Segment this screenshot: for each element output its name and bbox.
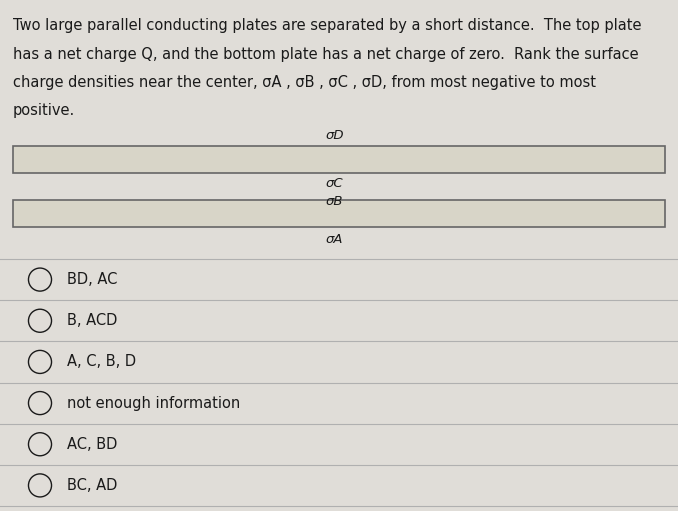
Text: charge densities near the center, σA , σB , σC , σD, from most negative to most: charge densities near the center, σA , σ… xyxy=(13,75,596,90)
Bar xyxy=(13,146,665,173)
Text: σC: σC xyxy=(325,177,343,190)
Text: positive.: positive. xyxy=(13,104,75,119)
Text: σA: σA xyxy=(325,233,343,246)
Text: σD: σD xyxy=(325,129,344,142)
Text: AC, BD: AC, BD xyxy=(66,437,117,452)
Text: BD, AC: BD, AC xyxy=(66,272,117,287)
Bar xyxy=(13,200,665,227)
Text: B, ACD: B, ACD xyxy=(66,313,117,328)
Text: not enough information: not enough information xyxy=(66,396,240,410)
Text: A, C, B, D: A, C, B, D xyxy=(66,355,136,369)
Text: BC, AD: BC, AD xyxy=(66,478,117,493)
Text: σB: σB xyxy=(325,195,343,208)
Text: has a net charge Q, and the bottom plate has a net charge of zero.  Rank the sur: has a net charge Q, and the bottom plate… xyxy=(13,47,639,61)
Text: Two large parallel conducting plates are separated by a short distance.  The top: Two large parallel conducting plates are… xyxy=(13,18,641,33)
